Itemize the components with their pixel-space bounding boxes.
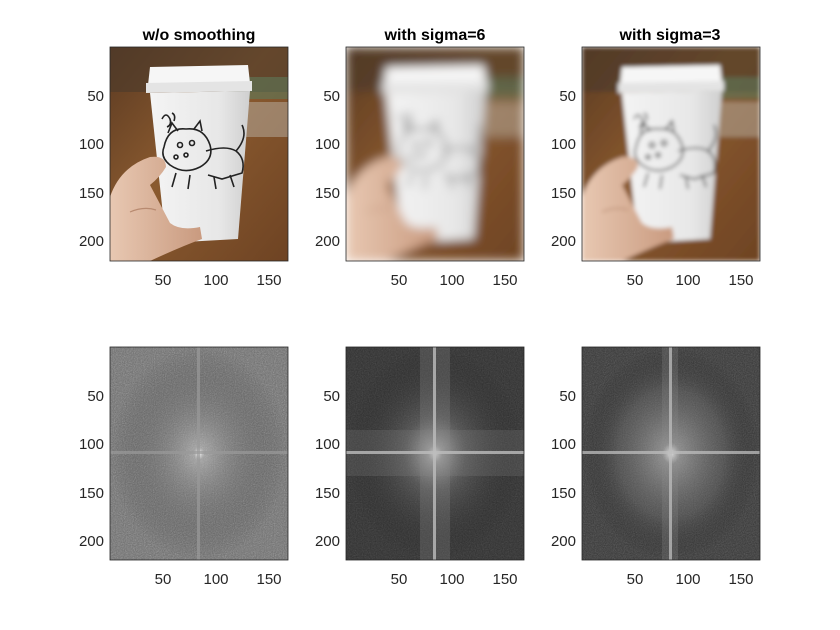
x-tick-label: 150 xyxy=(492,272,517,289)
x-tick-label: 100 xyxy=(203,571,228,588)
y-tick-label: 100 xyxy=(79,136,104,153)
y-tick-label: 100 xyxy=(79,436,104,453)
x-tick-label: 100 xyxy=(439,571,464,588)
y-tick-label: 150 xyxy=(551,185,576,202)
y-tick-label: 50 xyxy=(559,88,576,105)
x-tick-label: 50 xyxy=(391,272,408,289)
y-tick-label: 150 xyxy=(79,485,104,502)
tick-labels: 50 100 150 200 50 100 150 50 100 150 200 50 100 150 50… xyxy=(79,88,754,588)
spectrum-panel-2 xyxy=(345,346,525,561)
photo-panel-3 xyxy=(581,46,761,262)
panel-title-1: w/o smoothing xyxy=(142,27,256,44)
y-tick-label: 100 xyxy=(551,136,576,153)
x-tick-label: 100 xyxy=(675,571,700,588)
x-tick-label: 100 xyxy=(203,272,228,289)
y-tick-label: 200 xyxy=(79,233,104,250)
x-tick-label: 100 xyxy=(439,272,464,289)
y-tick-label: 50 xyxy=(87,88,104,105)
y-tick-label: 150 xyxy=(79,185,104,202)
y-tick-label: 200 xyxy=(315,233,340,250)
y-tick-label: 150 xyxy=(551,485,576,502)
y-tick-label: 50 xyxy=(323,388,340,405)
y-tick-label: 100 xyxy=(315,136,340,153)
x-tick-label: 50 xyxy=(155,272,172,289)
x-tick-label: 100 xyxy=(675,272,700,289)
x-tick-label: 150 xyxy=(256,272,281,289)
x-tick-label: 50 xyxy=(627,272,644,289)
x-tick-label: 50 xyxy=(155,571,172,588)
x-tick-label: 50 xyxy=(391,571,408,588)
y-tick-label: 200 xyxy=(315,533,340,550)
x-tick-label: 150 xyxy=(728,571,753,588)
y-tick-label: 50 xyxy=(87,388,104,405)
y-tick-label: 50 xyxy=(559,388,576,405)
y-tick-label: 150 xyxy=(315,485,340,502)
x-tick-label: 150 xyxy=(256,571,281,588)
photo-panel-1 xyxy=(109,46,289,262)
y-tick-label: 200 xyxy=(551,533,576,550)
y-tick-label: 50 xyxy=(323,88,340,105)
y-tick-label: 100 xyxy=(315,436,340,453)
panel-title-3: with sigma=3 xyxy=(619,27,721,44)
spectrum-panel-3 xyxy=(581,346,761,561)
x-tick-label: 150 xyxy=(492,571,517,588)
y-tick-label: 200 xyxy=(79,533,104,550)
photo-panel-2 xyxy=(345,46,525,262)
panel-title-2: with sigma=6 xyxy=(384,27,486,44)
x-tick-label: 50 xyxy=(627,571,644,588)
y-tick-label: 200 xyxy=(551,233,576,250)
y-tick-label: 100 xyxy=(551,436,576,453)
y-tick-label: 150 xyxy=(315,185,340,202)
x-tick-label: 150 xyxy=(728,272,753,289)
spectrum-panel-1 xyxy=(109,346,289,561)
